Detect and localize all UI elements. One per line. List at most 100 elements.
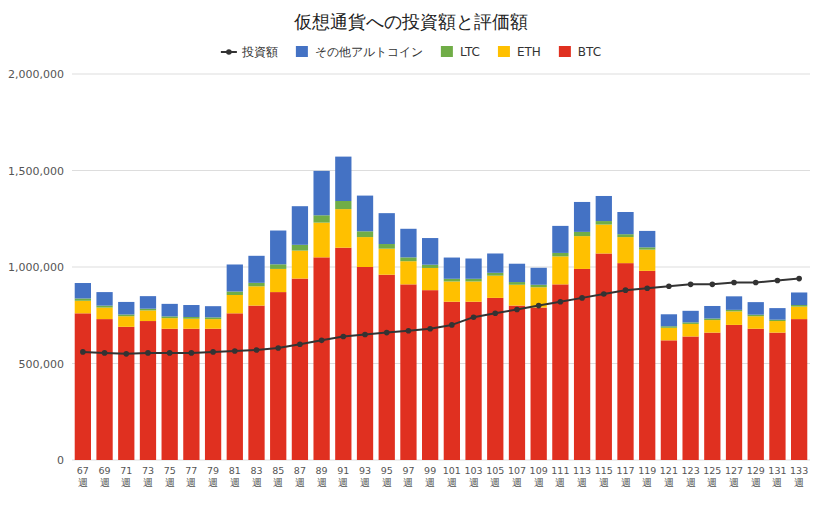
- bar: [162, 304, 178, 317]
- bar: [118, 327, 134, 460]
- x-tick-label: 73週: [142, 465, 154, 488]
- x-tick-label: 87週: [294, 465, 306, 488]
- bar: [75, 298, 91, 300]
- bar: [227, 295, 243, 313]
- bar: [661, 326, 677, 328]
- legend-swatch: [441, 46, 453, 57]
- bar: [726, 296, 742, 310]
- line-marker: [167, 350, 173, 356]
- y-tick-label: 2,000,000: [8, 68, 64, 81]
- bar: [140, 310, 156, 321]
- bar: [313, 223, 329, 258]
- bar: [704, 333, 720, 460]
- x-tick-label: 119週: [638, 465, 656, 488]
- legend-item: その他アルトコイン: [296, 45, 423, 59]
- bar: [140, 321, 156, 460]
- x-tick-label: 95週: [381, 465, 393, 488]
- line-marker: [688, 282, 694, 288]
- legend-label: LTC: [460, 45, 480, 59]
- bar: [487, 273, 503, 276]
- bar: [357, 237, 373, 267]
- bar: [118, 302, 134, 315]
- legend-item: BTC: [559, 45, 601, 59]
- bar: [487, 276, 503, 298]
- bar: [639, 250, 655, 271]
- bar: [379, 244, 395, 249]
- bar: [704, 306, 720, 319]
- bar: [596, 221, 612, 224]
- bar: [118, 314, 134, 316]
- x-tick-label: 89週: [316, 465, 328, 488]
- legend-item: ETH: [498, 45, 541, 59]
- bar: [75, 301, 91, 314]
- line-marker: [362, 332, 368, 338]
- bar: [509, 282, 525, 285]
- bar: [118, 316, 134, 327]
- x-tick-label: 77週: [185, 465, 197, 488]
- line-marker: [254, 347, 260, 353]
- bar: [335, 248, 351, 460]
- bar: [379, 249, 395, 275]
- x-tick-label: 125週: [703, 465, 721, 488]
- x-tick-label: 75週: [164, 465, 176, 488]
- line-marker: [102, 350, 108, 356]
- x-tick-label: 85週: [272, 465, 284, 488]
- x-tick-label: 91週: [337, 465, 349, 488]
- bar: [769, 333, 785, 460]
- line-marker: [558, 299, 564, 305]
- bar: [248, 256, 264, 283]
- line-marker: [275, 345, 281, 351]
- line-marker: [775, 278, 781, 284]
- line-marker: [710, 282, 716, 288]
- x-tick-label: 133週: [790, 465, 808, 488]
- bar: [465, 259, 481, 279]
- bar: [422, 265, 438, 268]
- bar: [574, 232, 590, 236]
- line-marker: [341, 334, 347, 340]
- bar: [183, 319, 199, 329]
- bar: [465, 302, 481, 460]
- bar: [509, 264, 525, 282]
- bar: [769, 321, 785, 333]
- bar: [617, 212, 633, 234]
- bar: [422, 238, 438, 265]
- bar: [791, 319, 807, 460]
- bar: [270, 264, 286, 269]
- bar: [661, 328, 677, 341]
- x-tick-label: 105週: [486, 465, 504, 488]
- x-tick-label: 103週: [464, 465, 482, 488]
- bar: [552, 284, 568, 460]
- bar: [596, 196, 612, 221]
- line-marker: [601, 291, 607, 297]
- bar: [661, 314, 677, 326]
- bar: [292, 245, 308, 251]
- x-tick-label: 115週: [595, 465, 613, 488]
- bar: [335, 157, 351, 201]
- line-marker: [666, 284, 672, 290]
- bar: [335, 209, 351, 248]
- bar: [704, 320, 720, 333]
- bar: [791, 305, 807, 307]
- bar: [205, 329, 221, 460]
- line-marker: [514, 307, 520, 313]
- bar: [552, 253, 568, 256]
- bar: [162, 318, 178, 329]
- bar: [552, 226, 568, 253]
- bar: [639, 247, 655, 249]
- legend: 投資額 その他アルトコイン LTC ETH BTC: [221, 45, 601, 59]
- bar: [596, 225, 612, 254]
- line-marker: [297, 341, 303, 347]
- line-marker: [319, 338, 325, 344]
- bar: [292, 279, 308, 460]
- line-series: [80, 276, 802, 357]
- bar: [96, 308, 112, 320]
- bar: [96, 306, 112, 308]
- bar: [682, 311, 698, 323]
- bar: [248, 306, 264, 460]
- bar: [487, 298, 503, 460]
- bar: [444, 279, 460, 282]
- bar: [617, 237, 633, 263]
- bar: [639, 271, 655, 460]
- bar: [574, 202, 590, 232]
- legend-label: 投資額: [241, 45, 278, 59]
